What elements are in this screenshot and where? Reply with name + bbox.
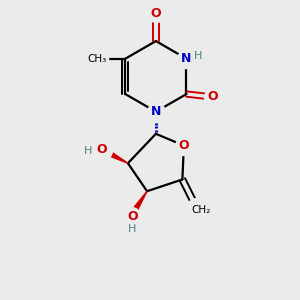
Text: O: O	[208, 91, 218, 103]
Polygon shape	[128, 191, 147, 218]
Text: O: O	[178, 139, 189, 152]
Text: N: N	[181, 52, 192, 65]
Text: N: N	[151, 105, 161, 118]
Text: H: H	[194, 51, 202, 61]
Text: CH₂: CH₂	[191, 206, 210, 215]
Polygon shape	[101, 147, 128, 163]
Text: CH₃: CH₃	[87, 54, 106, 64]
Text: O: O	[151, 7, 161, 20]
Text: H: H	[84, 146, 92, 157]
Text: O: O	[96, 143, 107, 157]
Text: O: O	[127, 210, 138, 223]
Text: H: H	[128, 224, 136, 234]
